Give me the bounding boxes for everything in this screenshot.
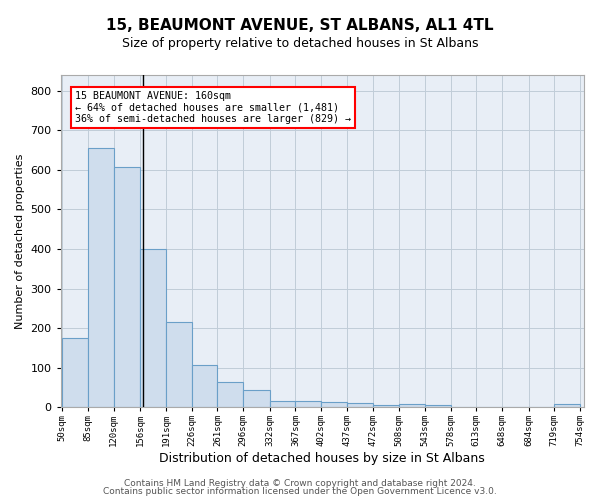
X-axis label: Distribution of detached houses by size in St Albans: Distribution of detached houses by size … bbox=[160, 452, 485, 465]
Text: Contains HM Land Registry data © Crown copyright and database right 2024.: Contains HM Land Registry data © Crown c… bbox=[124, 478, 476, 488]
Bar bbox=[243, 390, 269, 407]
Text: Size of property relative to detached houses in St Albans: Size of property relative to detached ho… bbox=[122, 38, 478, 51]
Text: 15 BEAUMONT AVENUE: 160sqm
← 64% of detached houses are smaller (1,481)
36% of s: 15 BEAUMONT AVENUE: 160sqm ← 64% of deta… bbox=[76, 91, 352, 124]
Bar bbox=[88, 148, 113, 407]
Bar bbox=[113, 167, 140, 407]
Y-axis label: Number of detached properties: Number of detached properties bbox=[15, 154, 25, 329]
Bar bbox=[399, 404, 425, 407]
Bar bbox=[217, 382, 243, 407]
Bar bbox=[166, 322, 191, 407]
Bar bbox=[191, 365, 217, 407]
Bar bbox=[295, 401, 321, 407]
Text: 15, BEAUMONT AVENUE, ST ALBANS, AL1 4TL: 15, BEAUMONT AVENUE, ST ALBANS, AL1 4TL bbox=[106, 18, 494, 32]
Bar bbox=[347, 404, 373, 407]
Bar bbox=[425, 405, 451, 407]
Bar bbox=[140, 249, 166, 407]
Bar bbox=[269, 400, 295, 407]
Bar bbox=[62, 338, 88, 407]
Text: Contains public sector information licensed under the Open Government Licence v3: Contains public sector information licen… bbox=[103, 488, 497, 496]
Bar bbox=[373, 405, 399, 407]
Bar bbox=[321, 402, 347, 407]
Bar bbox=[554, 404, 580, 407]
